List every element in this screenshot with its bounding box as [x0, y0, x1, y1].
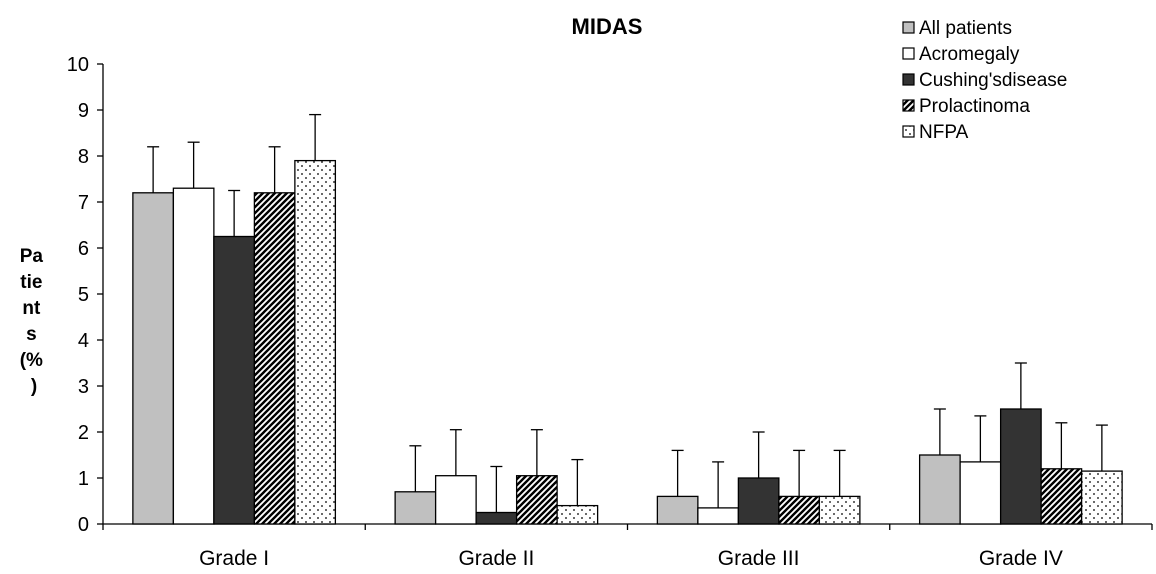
- legend-label: Prolactinoma: [919, 96, 1030, 117]
- bar: [697, 507, 740, 525]
- bar: [253, 192, 296, 525]
- category-label: Grade I: [199, 547, 269, 570]
- legend-swatch: [902, 73, 915, 86]
- legend-swatch: [902, 125, 915, 138]
- bar: [556, 504, 599, 525]
- legend-swatch: [902, 47, 915, 60]
- legend-item: All patients: [902, 18, 1012, 39]
- error-bars: [147, 113, 1108, 513]
- legend-label: Acromegaly: [919, 44, 1020, 65]
- bar: [999, 408, 1042, 525]
- category-label: Grade IV: [979, 547, 1063, 570]
- legend-item: Cushing'sdisease: [902, 70, 1067, 91]
- axes: 0 1 2 3 4 5 6 7 8 9 10 Grade I Grade II Grade III Grad…: [67, 54, 1153, 570]
- bar: [394, 491, 437, 525]
- bar: [1040, 468, 1083, 525]
- bar: [475, 511, 518, 525]
- bar: [132, 192, 175, 525]
- y-tick-label: 10: [67, 54, 89, 76]
- chart-title: MIDAS: [572, 14, 643, 39]
- bar: [959, 461, 1002, 525]
- y-tick-label: 1: [78, 468, 89, 490]
- legend-label: Cushing'sdisease: [919, 70, 1067, 91]
- y-tick-label: 6: [78, 238, 89, 260]
- y-tick-label: 7: [78, 192, 89, 214]
- legend-item: Acromegaly: [902, 44, 1020, 65]
- bar: [778, 495, 821, 525]
- y-tick-label: 0: [78, 514, 89, 536]
- legend-item: Prolactinoma: [902, 96, 1030, 117]
- bar: [656, 495, 699, 525]
- y-axis-label: Pa tie nt s (% ): [20, 246, 49, 397]
- y-tick-label: 5: [78, 284, 89, 306]
- legend-label: All patients: [919, 18, 1012, 39]
- bar: [918, 454, 961, 525]
- bars: [132, 159, 1123, 525]
- legend-label: NFPA: [919, 122, 969, 143]
- category-label: Grade II: [458, 547, 534, 570]
- legend-item: NFPA: [902, 122, 969, 143]
- y-tick-label: 4: [78, 330, 89, 352]
- bar: [434, 475, 477, 525]
- bar: [737, 477, 780, 525]
- y-tick-label: 8: [78, 146, 89, 168]
- bar: [294, 159, 337, 525]
- category-label: Grade III: [718, 547, 800, 570]
- bar: [818, 495, 861, 525]
- bar: [172, 187, 215, 525]
- y-tick-label: 3: [78, 376, 89, 398]
- legend-swatch: [902, 99, 915, 112]
- y-tick-label: 2: [78, 422, 89, 444]
- bar: [515, 475, 558, 525]
- bar: [213, 235, 256, 525]
- bar: [1080, 470, 1123, 525]
- legend: All patients Acromegaly Cushing'sdisease Pr…: [902, 18, 1067, 143]
- y-tick-label: 9: [78, 100, 89, 122]
- legend-swatch: [902, 21, 915, 34]
